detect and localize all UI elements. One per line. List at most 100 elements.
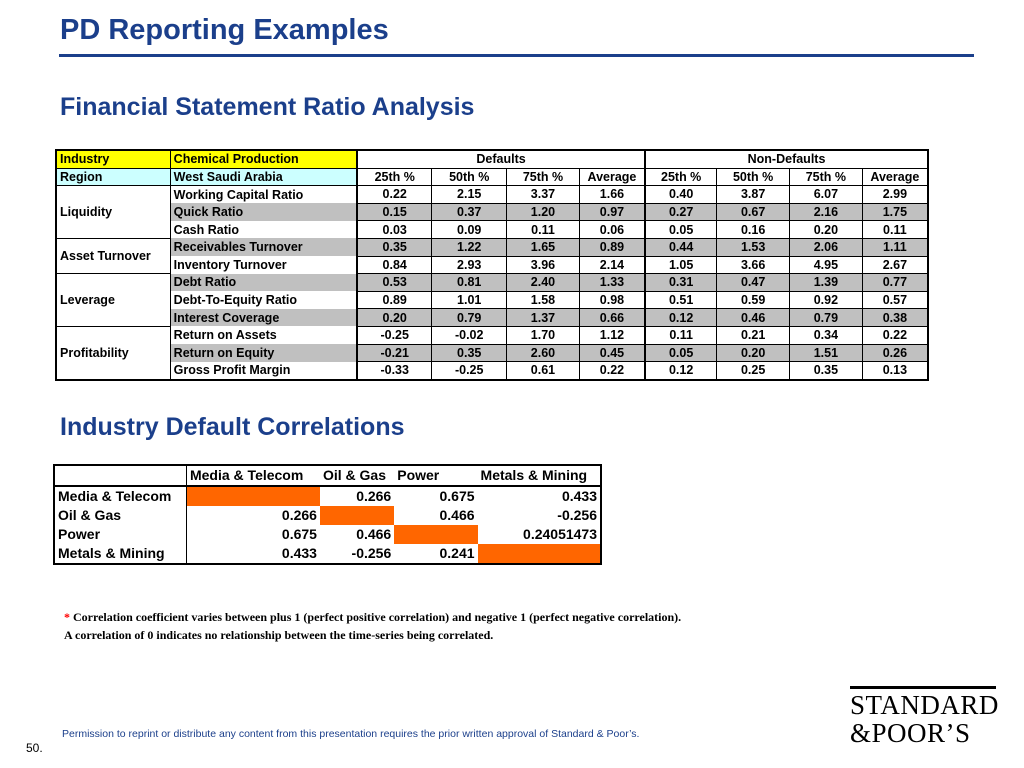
- ratio-row-label: Cash Ratio: [173, 222, 239, 237]
- corr-diagonal-cell: [394, 525, 478, 544]
- title-divider: [59, 54, 974, 57]
- corr-row-label: Media & Telecom: [54, 486, 187, 506]
- correlation-row: Power 0.675 0.466 0.24051473: [54, 525, 601, 544]
- permission-notice: Permission to reprint or distribute any …: [62, 728, 640, 740]
- ratio-value-cell: 0.22: [861, 325, 929, 345]
- corr-value-cell: 0.266: [356, 488, 392, 504]
- ratio-row: Asset Turnover Receivables Turnover 0.35 1.…: [56, 237, 929, 275]
- ratio-analysis-table: Industry Chemical Production Defaults No…: [55, 149, 929, 381]
- ratio-category-label: Asset Turnover: [56, 238, 171, 275]
- ratio-value-cell: 0.38: [861, 308, 929, 327]
- ratio-value-cell: 2.15: [431, 185, 508, 204]
- ratio-value-cell: 0.11: [644, 325, 718, 345]
- corr-value-cell: 0.433: [281, 545, 317, 561]
- ratio-value-cell: 1.66: [578, 185, 646, 204]
- ratio-value-cell: 0.12: [644, 308, 718, 327]
- ratio-value-cell: 0.03: [356, 220, 433, 239]
- ratio-value-cell: 0.59: [716, 290, 790, 310]
- ratio-row-label: Gross Profit Margin: [173, 363, 291, 378]
- ratio-value-cell: 3.96: [506, 255, 580, 275]
- ratio-value-cell: 1.22: [431, 237, 508, 257]
- ratio-value-cell: 0.12: [644, 361, 718, 381]
- ratio-value-cell: 0.44: [644, 237, 718, 257]
- ratio-category-label: Leverage: [56, 273, 171, 327]
- ratio-value-cell: 0.77: [861, 273, 929, 292]
- ratio-value-cell: 3.37: [506, 185, 580, 204]
- ratio-value-cell: 0.46: [716, 308, 790, 327]
- ratio-category-label: Profitability: [56, 326, 171, 381]
- ratio-category-label: Liquidity: [56, 185, 171, 239]
- ratio-table-header-row-region: Region West Saudi Arabia 25th % 50th % 7…: [55, 167, 929, 187]
- ratio-value-cell: 1.58: [506, 290, 580, 310]
- corr-col-header: Oil & Gas: [319, 465, 395, 487]
- ratio-row-label: Return on Assets: [173, 328, 277, 343]
- ratio-value-cell: 0.40: [644, 185, 718, 204]
- ratio-value-cell: 0.51: [644, 290, 718, 310]
- ratio-value-cell: -0.02: [431, 325, 508, 345]
- ratio-value-cell: 1.75: [861, 202, 929, 222]
- corr-col-header: Media & Telecom: [186, 465, 320, 487]
- industry-value: Chemical Production: [169, 149, 358, 169]
- footnote-star: *: [64, 610, 70, 624]
- ratio-value-cell: 3.66: [716, 255, 790, 275]
- ratio-row-label: Inventory Turnover: [173, 257, 287, 272]
- section-title-default-correlations: Industry Default Correlations: [60, 413, 405, 441]
- ratio-row-label: Receivables Turnover: [170, 238, 358, 257]
- corr-value-cell: 0.24051473: [523, 526, 597, 542]
- ratio-value-cell: 0.57: [861, 290, 929, 310]
- ratio-value-cell: -0.25: [431, 361, 508, 381]
- corr-value-cell: 0.466: [439, 507, 475, 523]
- ratio-value-cell: 0.05: [644, 220, 718, 239]
- col-header: Average: [861, 167, 929, 187]
- corr-value-cell: 0.466: [356, 526, 392, 542]
- corr-diagonal-cell: [186, 486, 320, 506]
- logo-rule: [850, 686, 996, 689]
- ratio-value-cell: -0.33: [356, 361, 433, 381]
- ratio-value-cell: 0.22: [578, 361, 646, 381]
- correlation-row: Oil & Gas 0.266 0.466 -0.256: [54, 506, 601, 525]
- ratio-value-cell: 0.89: [356, 290, 433, 310]
- ratio-value-cell: 2.40: [506, 273, 580, 292]
- industry-label: Industry: [55, 149, 171, 169]
- corr-row-label: Metals & Mining: [54, 544, 187, 564]
- col-header: 25th %: [644, 167, 718, 187]
- ratio-row: Gross Profit Margin -0.33 -0.25 0.61 0.22 0.1…: [56, 361, 929, 381]
- ratio-value-cell: 0.66: [578, 308, 646, 327]
- corr-row-label: Power: [54, 525, 187, 544]
- logo-line-2: &POOR’S: [850, 718, 971, 748]
- ratio-value-cell: 2.06: [789, 237, 863, 257]
- ratio-row-label: Interest Coverage: [170, 308, 358, 327]
- ratio-value-cell: 0.97: [578, 202, 646, 222]
- col-header: 50th %: [431, 167, 508, 187]
- correlation-header-row: Media & Telecom Oil & Gas Power Metals &…: [54, 465, 601, 487]
- ratio-value-cell: 1.11: [861, 237, 929, 257]
- ratio-value-cell: 0.37: [431, 202, 508, 222]
- ratio-value-cell: 0.79: [431, 308, 508, 327]
- ratio-value-cell: 2.99: [861, 185, 929, 204]
- ratio-value-cell: 2.93: [431, 255, 508, 275]
- region-value: West Saudi Arabia: [169, 167, 358, 187]
- correlation-row: Metals & Mining 0.433 -0.256 0.241: [54, 544, 601, 564]
- corr-row-label: Oil & Gas: [54, 506, 187, 525]
- col-header: 25th %: [356, 167, 433, 187]
- ratio-value-cell: 0.27: [644, 202, 718, 222]
- ratio-value-cell: 2.14: [578, 255, 646, 275]
- ratio-row: Return on Equity -0.21 0.35 2.60 0.45 0.05 0.2…: [56, 343, 929, 363]
- ratio-value-cell: 0.05: [644, 343, 718, 363]
- ratio-value-cell: 1.33: [578, 273, 646, 292]
- ratio-value-cell: 0.35: [431, 343, 508, 363]
- ratio-value-cell: -0.21: [356, 343, 433, 363]
- corr-value-cell: -0.256: [557, 507, 597, 523]
- region-label: Region: [55, 167, 171, 187]
- ratio-value-cell: 0.15: [356, 202, 433, 222]
- col-header: Average: [578, 167, 646, 187]
- ratio-value-cell: 0.53: [356, 273, 433, 292]
- corr-diagonal-cell: [477, 544, 601, 564]
- ratio-value-cell: 2.16: [789, 202, 863, 222]
- ratio-value-cell: 0.47: [716, 273, 790, 292]
- corr-col-header: Metals & Mining: [477, 465, 601, 487]
- ratio-value-cell: 0.11: [506, 220, 580, 239]
- ratio-value-cell: 0.98: [578, 290, 646, 310]
- corr-value-cell: 0.675: [439, 488, 475, 504]
- corr-col-header: Power: [394, 465, 478, 487]
